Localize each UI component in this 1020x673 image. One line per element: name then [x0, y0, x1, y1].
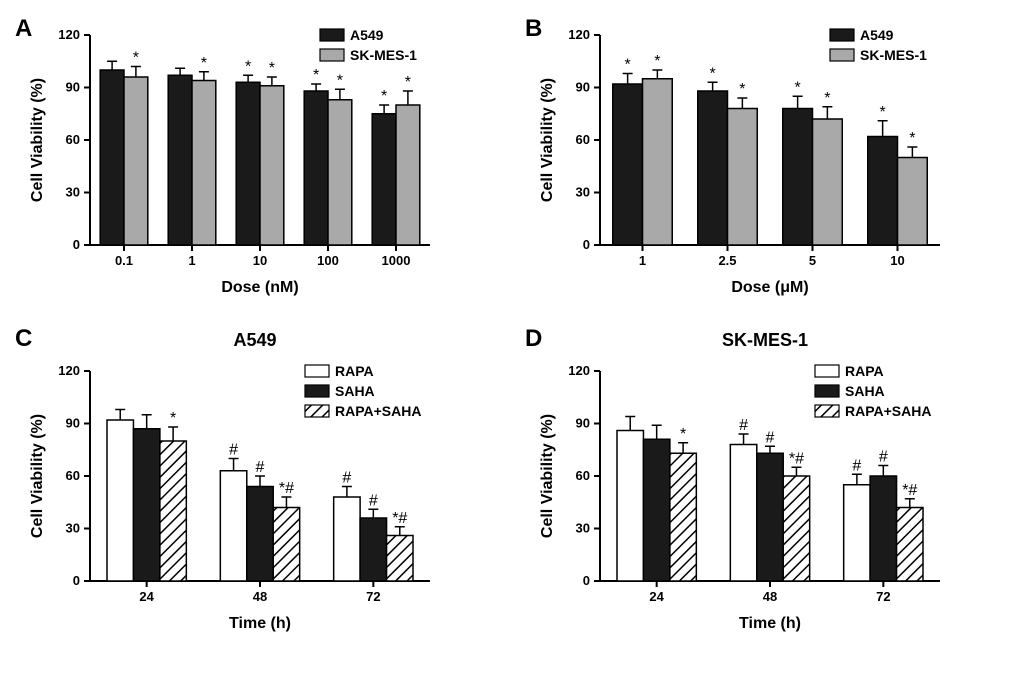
- svg-text:*#: *#: [392, 510, 407, 527]
- svg-text:*: *: [313, 67, 319, 84]
- svg-text:#: #: [369, 492, 378, 509]
- svg-text:*: *: [381, 88, 387, 105]
- svg-text:60: 60: [66, 468, 80, 483]
- svg-text:SK-MES-1: SK-MES-1: [350, 47, 417, 63]
- svg-text:30: 30: [576, 185, 590, 200]
- svg-text:SAHA: SAHA: [335, 383, 375, 399]
- panel-D-label: D: [525, 325, 542, 353]
- svg-text:90: 90: [576, 416, 590, 431]
- svg-text:120: 120: [58, 363, 80, 378]
- svg-text:#: #: [229, 442, 238, 459]
- svg-text:Cell Viability (%): Cell Viability (%): [29, 78, 46, 202]
- svg-text:30: 30: [66, 185, 80, 200]
- svg-text:60: 60: [66, 132, 80, 147]
- figure-grid: A 0306090120Cell Viability (%)0.11101001…: [20, 20, 1000, 636]
- panel-B: B 0306090120Cell Viability (%)12.5510Dos…: [530, 20, 1000, 300]
- svg-text:120: 120: [568, 363, 590, 378]
- svg-text:Cell Viability (%): Cell Viability (%): [539, 78, 556, 202]
- svg-text:A549: A549: [350, 27, 384, 43]
- svg-text:#: #: [879, 449, 888, 466]
- svg-text:SAHA: SAHA: [845, 383, 885, 399]
- svg-text:A549: A549: [860, 27, 894, 43]
- svg-text:Dose (nM): Dose (nM): [221, 279, 298, 296]
- svg-text:RAPA+SAHA: RAPA+SAHA: [845, 403, 931, 419]
- svg-text:*: *: [269, 60, 275, 77]
- svg-text:120: 120: [568, 27, 590, 42]
- svg-text:10: 10: [890, 253, 904, 268]
- svg-text:Cell Viability (%): Cell Viability (%): [29, 414, 46, 538]
- svg-text:*: *: [680, 426, 686, 443]
- svg-text:*: *: [337, 72, 343, 89]
- panel-B-label: B: [525, 15, 542, 43]
- svg-text:#: #: [342, 470, 351, 487]
- svg-text:60: 60: [576, 468, 590, 483]
- svg-text:60: 60: [576, 132, 590, 147]
- panel-C-chart: 0 30 60 90 120 Cell Viability (%) 24 48 72 Time (…: [20, 356, 440, 636]
- svg-text:*: *: [170, 410, 176, 427]
- svg-text:0: 0: [73, 573, 80, 588]
- svg-text:*: *: [710, 65, 716, 82]
- svg-text:0.1: 0.1: [115, 253, 133, 268]
- svg-text:*: *: [880, 104, 886, 121]
- svg-text:72: 72: [876, 589, 890, 604]
- svg-text:#: #: [256, 459, 265, 476]
- svg-text:Dose (μM): Dose (μM): [731, 279, 808, 296]
- svg-text:90: 90: [66, 416, 80, 431]
- panel-D-title: SK-MES-1: [530, 330, 1000, 351]
- svg-text:0: 0: [583, 573, 590, 588]
- svg-text:90: 90: [66, 80, 80, 95]
- svg-text:#: #: [739, 417, 748, 434]
- svg-text:0: 0: [73, 237, 80, 252]
- svg-text:0: 0: [583, 237, 590, 252]
- svg-text:RAPA: RAPA: [335, 363, 374, 379]
- svg-text:48: 48: [763, 589, 777, 604]
- svg-text:100: 100: [317, 253, 339, 268]
- panel-C: C A549 0306090120Cell Viability (%)24487…: [20, 330, 490, 636]
- svg-text:*: *: [405, 74, 411, 91]
- svg-text:#: #: [852, 457, 861, 474]
- svg-text:1: 1: [188, 253, 195, 268]
- svg-text:90: 90: [576, 80, 590, 95]
- svg-text:Time (h): Time (h): [739, 615, 801, 632]
- svg-text:48: 48: [253, 589, 267, 604]
- panel-A-label: A: [15, 15, 32, 43]
- svg-text:RAPA: RAPA: [845, 363, 884, 379]
- svg-text:*: *: [654, 53, 660, 70]
- svg-text:*: *: [133, 50, 139, 67]
- panel-A: A 0306090120Cell Viability (%)0.11101001…: [20, 20, 490, 300]
- svg-text:*: *: [739, 81, 745, 98]
- panel-C-label: C: [15, 325, 32, 353]
- panel-A-chart: 0 30 60 90 120 Cell Viability (%) 0.1 1 10 100 100…: [20, 20, 440, 300]
- svg-text:*: *: [245, 58, 251, 75]
- panel-B-chart: 0 30 60 90 120 Cell Viability (%) 1 2.5 5 10 Dose …: [530, 20, 950, 300]
- svg-text:RAPA+SAHA: RAPA+SAHA: [335, 403, 421, 419]
- svg-text:*#: *#: [789, 450, 804, 467]
- svg-text:1000: 1000: [382, 253, 411, 268]
- svg-text:*: *: [201, 55, 207, 72]
- panel-D-chart: 0 30 60 90 120 Cell Viability (%) 24 48 72 Time (…: [530, 356, 950, 636]
- svg-text:Time (h): Time (h): [229, 615, 291, 632]
- svg-text:SK-MES-1: SK-MES-1: [860, 47, 927, 63]
- svg-text:30: 30: [66, 521, 80, 536]
- svg-text:24: 24: [649, 589, 664, 604]
- svg-text:#: #: [766, 429, 775, 446]
- svg-text:5: 5: [809, 253, 816, 268]
- panel-D: D SK-MES-1 0306090120Cell Viability (%)2…: [530, 330, 1000, 636]
- svg-text:30: 30: [576, 521, 590, 536]
- svg-text:Cell Viability (%): Cell Viability (%): [539, 414, 556, 538]
- svg-text:24: 24: [139, 589, 154, 604]
- svg-text:*: *: [824, 90, 830, 107]
- svg-text:120: 120: [58, 27, 80, 42]
- svg-text:10: 10: [253, 253, 267, 268]
- svg-text:1: 1: [639, 253, 646, 268]
- svg-text:*#: *#: [279, 480, 294, 497]
- svg-text:*: *: [625, 57, 631, 74]
- panel-C-title: A549: [20, 330, 490, 351]
- svg-text:*: *: [795, 79, 801, 96]
- svg-text:72: 72: [366, 589, 380, 604]
- svg-text:*#: *#: [902, 482, 917, 499]
- svg-text:*: *: [909, 130, 915, 147]
- svg-text:2.5: 2.5: [718, 253, 736, 268]
